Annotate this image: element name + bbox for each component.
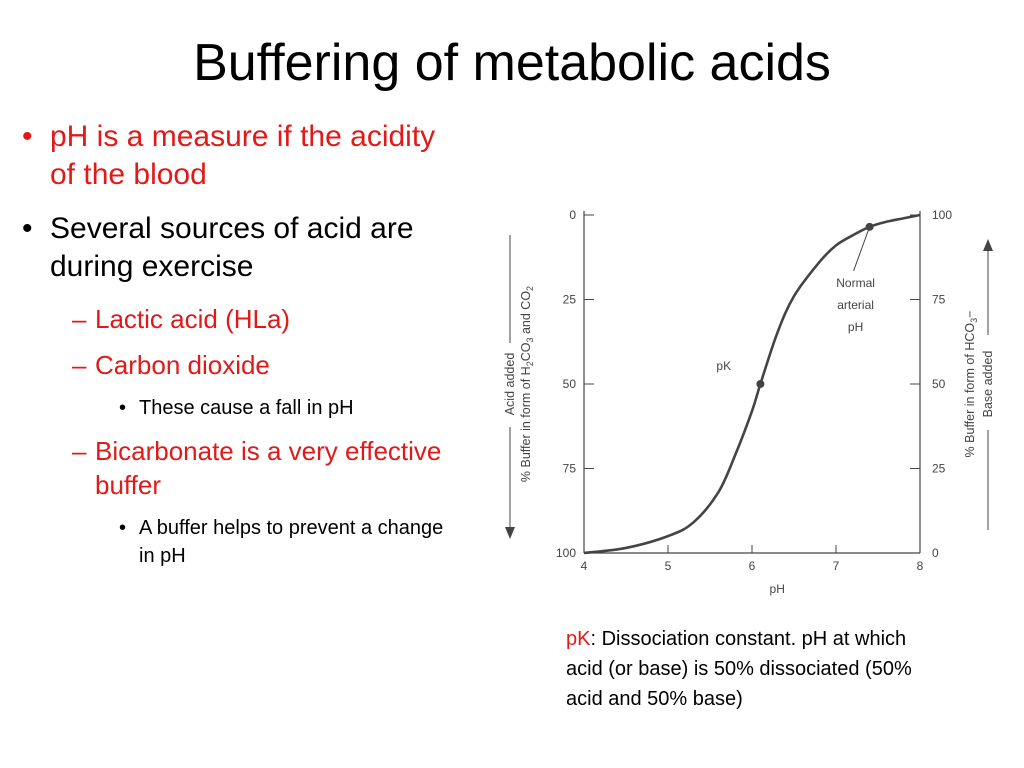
left-axis-title: Acid added (503, 353, 517, 416)
left-tick-label: 25 (563, 293, 577, 307)
dash-marker: – (72, 304, 87, 334)
bullet-marker: • (22, 120, 33, 153)
bullet-text: Bicarbonate is a very effective buffer (95, 436, 442, 500)
right-tick-label: 0 (932, 546, 939, 560)
bullet-text: pH is a measure if the acidity of the bl… (50, 120, 436, 191)
right-axis-title: % Buffer in form of HCO3− (963, 311, 979, 458)
normal-ph-label-line: Normal (836, 276, 875, 290)
left-axis-subtitle: % Buffer in form of H2CO3 and CO2 (519, 286, 535, 482)
caption-text: : Dissociation constant. pH at which aci… (566, 628, 912, 710)
caption-term: pK (566, 628, 591, 650)
right-tick-label: 50 (932, 377, 946, 391)
right-axis-subtitle: Base added (981, 351, 995, 418)
pk-caption: pK: Dissociation constant. pH at which a… (566, 624, 946, 714)
x-tick-label: 7 (833, 559, 840, 573)
normal-ph-leader (853, 226, 871, 272)
right-tick-label: 25 (932, 462, 946, 476)
sub-sub-bullet-buffer-role: • A buffer helps to prevent a change in … (22, 514, 462, 570)
acid-arrow-head (505, 527, 515, 539)
bullet-text: Lactic acid (HLa) (95, 304, 291, 334)
bullet-text: Several sources of acid are during exerc… (50, 212, 414, 283)
x-tick-label: 8 (917, 559, 924, 573)
left-tick-label: 75 (563, 462, 577, 476)
right-tick-label: 100 (932, 208, 952, 222)
x-tick-label: 6 (749, 559, 756, 573)
left-tick-label: 50 (563, 377, 577, 391)
sub-bullet-bicarbonate: – Bicarbonate is a very effective buffer (22, 434, 462, 502)
bullet-marker: • (22, 212, 33, 245)
bullet-marker: • (119, 397, 127, 419)
normal-ph-label-line: arterial (837, 298, 874, 312)
titration-curve (583, 213, 921, 555)
left-tick-label: 0 (569, 208, 576, 222)
right-tick-label: 75 (932, 293, 946, 307)
dash-marker: – (72, 350, 87, 380)
slide-title: Buffering of metabolic acids (193, 34, 831, 92)
sub-sub-bullet-ph-fall: • These cause a fall in pH (22, 394, 462, 422)
x-tick-label: 4 (581, 559, 588, 573)
buffer-titration-chart: 0 25 50 75 100 0 25 50 75 100 4 5 6 7 8 pH Acid added% B… (490, 195, 1010, 610)
bullet-text: A buffer helps to prevent a change in pH (139, 517, 444, 567)
normal-ph-label-line: pH (848, 320, 863, 334)
bullet-acid-sources: • Several sources of acid are during exe… (22, 210, 462, 286)
bullet-list: • pH is a measure if the acidity of the … (22, 118, 462, 582)
bullet-marker: • (119, 517, 127, 539)
dash-marker: – (72, 436, 87, 466)
x-axis-label: pH (770, 582, 785, 596)
sub-bullet-carbon-dioxide: – Carbon dioxide (22, 348, 462, 382)
bullet-text: Carbon dioxide (95, 350, 270, 380)
sub-bullet-lactic-acid: – Lactic acid (HLa) (22, 302, 462, 336)
bullet-text: These cause a fall in pH (139, 397, 354, 419)
bullet-ph-definition: • pH is a measure if the acidity of the … (22, 118, 462, 194)
base-arrow-head (983, 239, 993, 251)
left-tick-label: 100 (556, 546, 576, 560)
x-tick-label: 5 (665, 559, 672, 573)
pk-point (756, 380, 765, 388)
pk-label: pK (716, 359, 731, 373)
